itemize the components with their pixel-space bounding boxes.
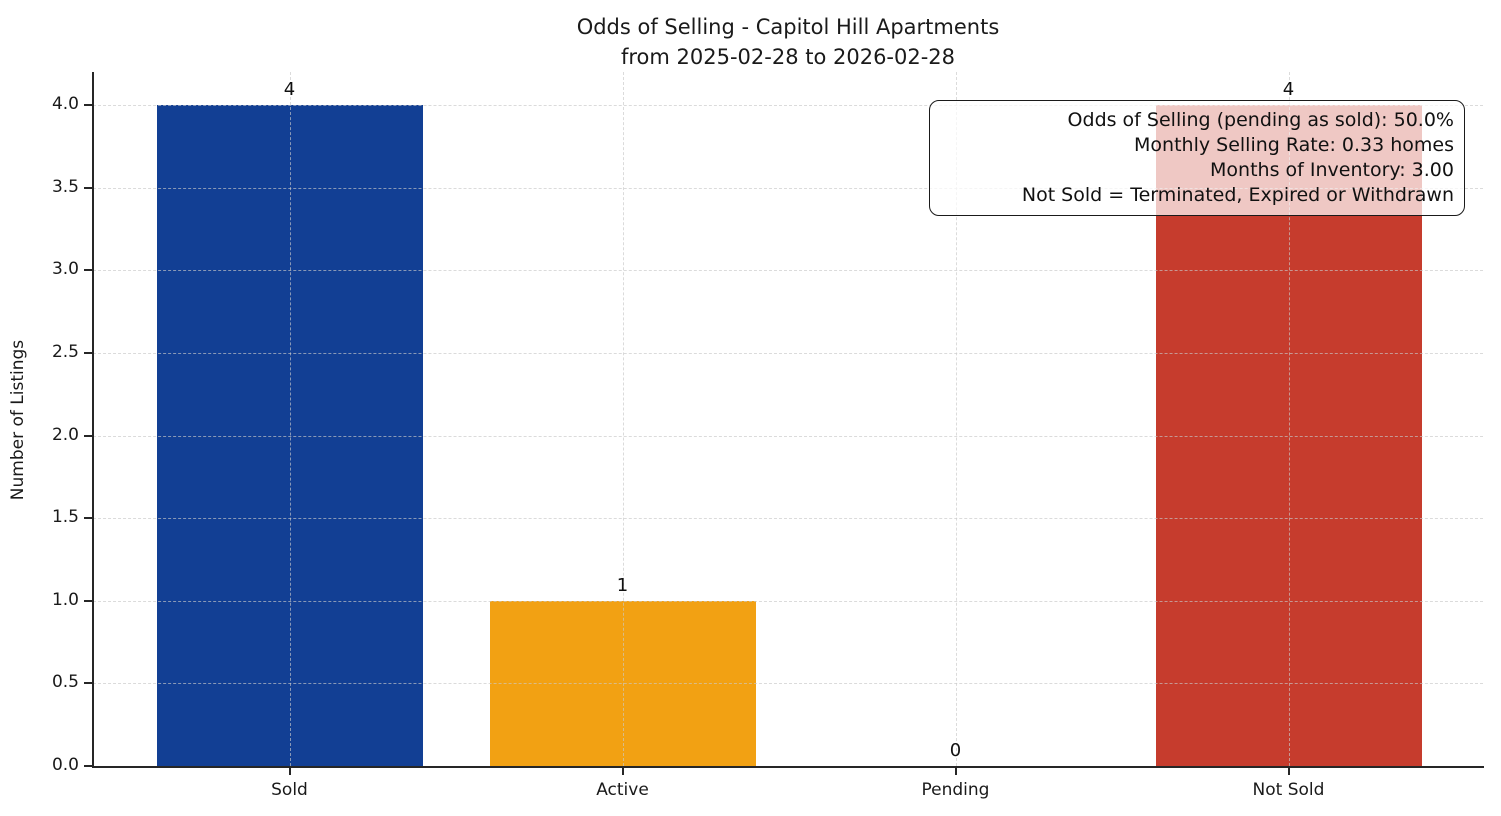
v-gridline bbox=[1288, 72, 1290, 766]
y-axis-spine bbox=[92, 72, 94, 768]
y-tick-mark bbox=[84, 269, 92, 272]
h-gridline bbox=[93, 270, 1483, 272]
h-gridline bbox=[93, 187, 1483, 189]
y-tick-label: 2.5 bbox=[51, 341, 79, 362]
h-gridline bbox=[93, 600, 1483, 602]
bar-value-label-sold: 4 bbox=[283, 79, 296, 101]
x-tick-label-active: Active bbox=[596, 780, 649, 800]
annotation-box: Odds of Selling (pending as sold): 50.0%… bbox=[929, 100, 1465, 216]
x-tick-label-sold: Sold bbox=[271, 780, 308, 800]
chart-title-line1: Odds of Selling - Capitol Hill Apartment… bbox=[576, 15, 1000, 39]
h-gridline bbox=[93, 352, 1483, 354]
y-tick-label: 0.0 bbox=[51, 755, 79, 775]
x-tick-label-not-sold: Not Sold bbox=[1252, 780, 1325, 800]
bar-value-label-pending: 0 bbox=[949, 740, 962, 761]
y-tick-label: 1.0 bbox=[51, 589, 79, 610]
y-tick-mark bbox=[84, 765, 92, 767]
h-gridline bbox=[93, 435, 1483, 437]
y-tick-label: 1.5 bbox=[51, 507, 79, 528]
x-tick-mark bbox=[1287, 767, 1290, 775]
h-gridline bbox=[93, 683, 1483, 685]
annotation-line-inventory: Months of Inventory: 3.00 bbox=[1210, 159, 1454, 181]
y-tick-mark bbox=[84, 517, 92, 520]
y-tick-mark bbox=[84, 104, 92, 107]
bar-value-label-not-sold: 4 bbox=[1282, 79, 1295, 101]
y-tick-mark bbox=[84, 434, 92, 437]
h-gridline bbox=[93, 518, 1483, 520]
v-gridline bbox=[955, 72, 957, 766]
chart-title-line2: from 2025-02-28 to 2026-02-28 bbox=[620, 45, 956, 69]
y-tick-label: 4.0 bbox=[51, 94, 79, 115]
y-tick-mark bbox=[84, 351, 92, 354]
y-tick-mark bbox=[84, 186, 92, 189]
x-tick-mark bbox=[288, 767, 291, 775]
chart-title: Odds of Selling - Capitol Hill Apartment… bbox=[93, 12, 1483, 72]
y-axis-label: Number of Listings bbox=[8, 339, 28, 501]
annotation-line-rate: Monthly Selling Rate: 0.33 homes bbox=[1134, 134, 1454, 156]
y-tick-label: 0.5 bbox=[51, 672, 79, 693]
annotation-line-odds: Odds of Selling (pending as sold): 50.0% bbox=[1067, 109, 1454, 131]
v-gridline bbox=[289, 72, 291, 766]
annotation-line-notsold-note: Not Sold = Terminated, Expired or Withdr… bbox=[1021, 184, 1454, 206]
y-tick-mark bbox=[84, 682, 92, 685]
x-axis-spine bbox=[92, 766, 1484, 768]
y-tick-mark bbox=[84, 599, 92, 602]
x-tick-mark bbox=[621, 767, 624, 775]
y-tick-label: 3.0 bbox=[51, 259, 79, 280]
x-tick-label-pending: Pending bbox=[921, 780, 990, 800]
bar-value-label-active: 1 bbox=[616, 574, 629, 596]
v-gridline bbox=[622, 72, 624, 766]
y-tick-label: 3.5 bbox=[51, 176, 79, 197]
x-tick-mark bbox=[954, 767, 957, 775]
h-gridline bbox=[93, 105, 1483, 107]
y-tick-label: 2.0 bbox=[51, 424, 79, 445]
